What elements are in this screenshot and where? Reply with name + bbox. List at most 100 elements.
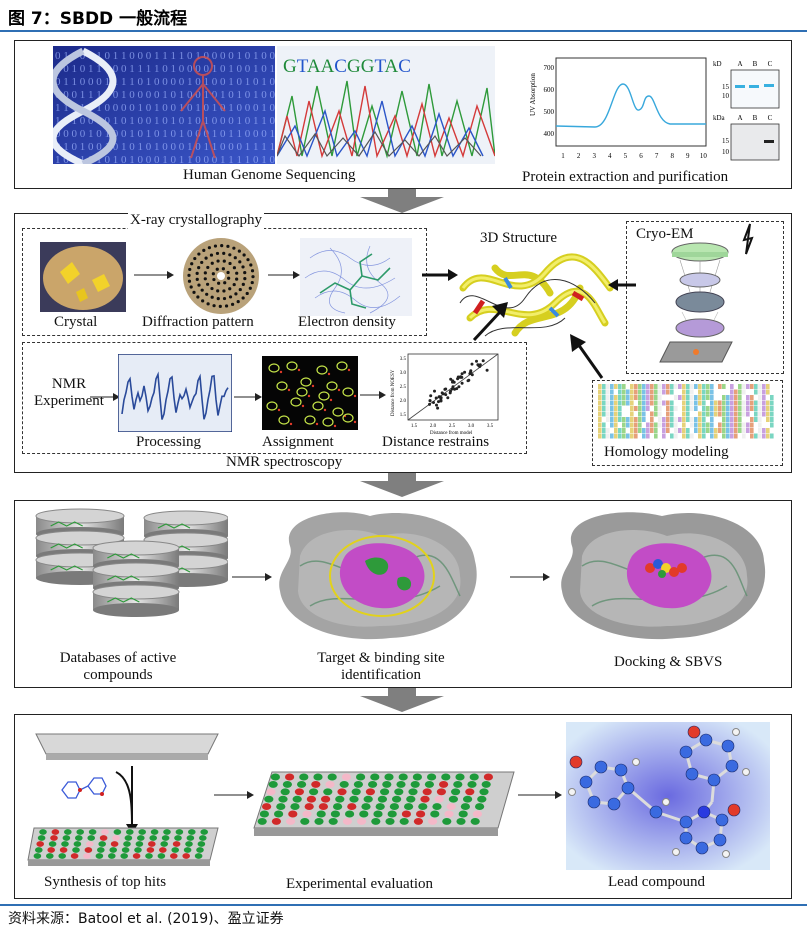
scatter-y-tick: 3.0 bbox=[400, 371, 407, 376]
alignment-cell bbox=[758, 406, 762, 411]
docking-label: Docking & SBVS bbox=[614, 654, 723, 670]
alignment-cell bbox=[694, 417, 698, 422]
well bbox=[363, 795, 373, 803]
alignment-cell bbox=[598, 411, 602, 417]
alignment-cell bbox=[638, 411, 642, 417]
alignment-cell bbox=[606, 384, 610, 389]
well bbox=[314, 817, 324, 825]
well bbox=[342, 817, 352, 825]
alignment-cell bbox=[762, 395, 766, 400]
sequence-letter: A bbox=[307, 56, 321, 77]
alignment-cell bbox=[742, 395, 746, 400]
alignment-cell bbox=[754, 411, 758, 417]
alignment-cell bbox=[690, 384, 694, 389]
diffraction-spot bbox=[241, 265, 245, 269]
alignment-cell bbox=[762, 400, 766, 406]
flow-arrow-3 bbox=[360, 688, 444, 712]
alignment-cell bbox=[598, 395, 602, 400]
well bbox=[48, 841, 57, 847]
alignment-cell bbox=[770, 389, 774, 395]
scatter-x-tick: 2.5 bbox=[449, 424, 456, 429]
alignment-cell bbox=[766, 422, 770, 428]
diffraction-spot bbox=[213, 244, 218, 248]
alignment-cell bbox=[730, 384, 734, 389]
alignment-cell bbox=[710, 384, 714, 389]
diffraction-spot bbox=[210, 261, 214, 265]
alignment-cell bbox=[638, 422, 642, 428]
well bbox=[375, 803, 385, 811]
uv-x-tick: 2 bbox=[577, 152, 581, 160]
well bbox=[304, 803, 314, 811]
alignment-cell bbox=[710, 389, 714, 395]
cryo-em-label: Cryo-EM bbox=[636, 226, 694, 242]
nmr-title: NMR spectroscopy bbox=[224, 454, 345, 471]
alignment-cell bbox=[746, 433, 750, 439]
nmr-peak-label bbox=[301, 404, 305, 408]
well bbox=[98, 841, 106, 847]
well bbox=[109, 847, 117, 853]
electron-density-image bbox=[300, 238, 412, 316]
well bbox=[73, 841, 82, 847]
alignment-cell bbox=[602, 411, 606, 417]
alignment-cell bbox=[634, 384, 638, 389]
alignment-cell bbox=[638, 433, 642, 439]
alignment-cell bbox=[658, 433, 662, 439]
alignment-cell bbox=[610, 389, 614, 395]
nmr-box bbox=[22, 342, 527, 454]
alignment-cell bbox=[646, 389, 650, 395]
well bbox=[292, 795, 302, 803]
well bbox=[345, 810, 355, 818]
scatter-x-tick: 2.0 bbox=[430, 424, 437, 429]
well bbox=[101, 829, 109, 835]
alignment-cell bbox=[730, 433, 734, 439]
nmr-peak bbox=[268, 363, 280, 373]
well bbox=[172, 841, 181, 847]
alignment-cell bbox=[718, 428, 722, 433]
binary-row: 0 1 0 0 0 1 0 1 1 0 0 0 1 1 1 1 0 1 0 0 … bbox=[55, 50, 275, 62]
nmr-peak-label bbox=[279, 370, 283, 374]
alignment-cell bbox=[702, 400, 706, 406]
lead-hydrogen bbox=[662, 798, 670, 806]
alignment-cell bbox=[734, 389, 738, 395]
homology-modeling-label: Homology modeling bbox=[604, 444, 729, 460]
alignment-cell bbox=[654, 400, 658, 406]
svg-text:GTAACGGTAC: GTAACGGTAC bbox=[283, 56, 411, 77]
scatter-y-tick: 2.5 bbox=[400, 385, 407, 390]
alignment-cell bbox=[722, 400, 726, 406]
diffraction-spot bbox=[227, 276, 231, 280]
scatter-point bbox=[460, 372, 464, 376]
alignment-cell bbox=[658, 428, 662, 433]
diffraction-pattern bbox=[183, 238, 259, 314]
alignment-cell bbox=[754, 428, 758, 433]
alignment-cell bbox=[654, 417, 658, 422]
alignment-cell bbox=[638, 428, 642, 433]
well bbox=[387, 810, 397, 818]
alignment-cell bbox=[630, 384, 634, 389]
lead-compound-image bbox=[566, 722, 770, 870]
well bbox=[194, 853, 203, 859]
alignment-cell bbox=[666, 428, 670, 433]
nmr-peak-label bbox=[307, 394, 311, 398]
alignment-cell bbox=[718, 422, 722, 428]
lead-atom bbox=[679, 745, 693, 759]
well bbox=[266, 788, 276, 796]
alignment-cell bbox=[714, 400, 718, 406]
diffraction-spot bbox=[215, 251, 220, 256]
alignment-cell bbox=[746, 384, 750, 389]
diffraction-spot bbox=[226, 244, 230, 248]
alignment-cell bbox=[742, 417, 746, 422]
molecule-sketch bbox=[107, 597, 140, 603]
alignment-cell bbox=[626, 422, 630, 428]
well bbox=[347, 803, 357, 811]
target-binding-site-image bbox=[279, 512, 477, 640]
alignment-cell bbox=[614, 389, 618, 395]
nmr-peak bbox=[318, 391, 330, 401]
well bbox=[448, 795, 458, 803]
well bbox=[351, 788, 361, 796]
nmr-peak-label bbox=[329, 398, 333, 402]
database-disk-top bbox=[92, 562, 180, 578]
diffraction-spot bbox=[197, 266, 201, 270]
scatter-x-tick: 1.5 bbox=[411, 424, 418, 429]
well bbox=[286, 817, 296, 825]
diffraction-spot bbox=[220, 244, 224, 248]
